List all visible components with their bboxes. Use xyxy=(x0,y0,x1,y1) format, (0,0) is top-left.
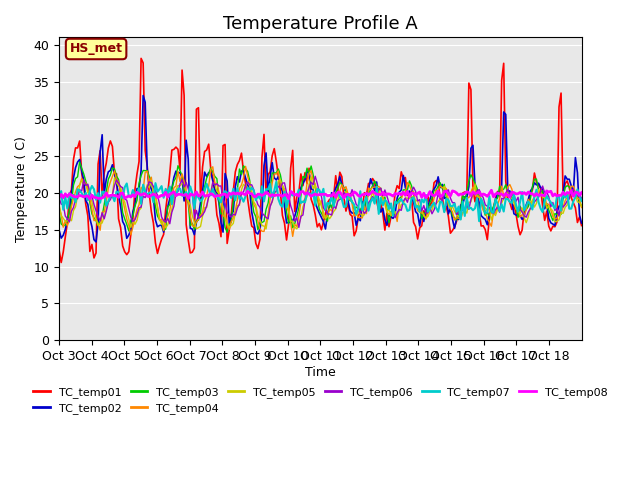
Line: TC_temp05: TC_temp05 xyxy=(59,177,582,229)
TC_temp06 xyxy=(219,196,227,202)
TC_temp04 xyxy=(219,213,227,218)
TC_temp06 xyxy=(317,193,325,199)
TC_temp02 xyxy=(578,220,586,226)
TC_temp02 xyxy=(140,93,147,98)
TC_temp03 xyxy=(287,213,294,219)
TC_temp04 xyxy=(317,197,325,203)
Y-axis label: Temperature ( C): Temperature ( C) xyxy=(15,136,28,242)
TC_temp08 xyxy=(578,190,586,195)
TC_temp06 xyxy=(248,182,255,188)
TC_temp05 xyxy=(483,208,491,214)
TC_temp03 xyxy=(76,159,83,165)
TC_temp02 xyxy=(287,219,294,225)
TC_temp05 xyxy=(578,204,586,209)
TC_temp05 xyxy=(219,204,227,209)
TC_temp04 xyxy=(578,204,586,210)
TC_temp06 xyxy=(295,225,303,230)
TC_temp05 xyxy=(262,226,270,232)
TC_temp01 xyxy=(58,260,65,265)
TC_temp02 xyxy=(483,222,491,228)
TC_temp08 xyxy=(481,192,489,198)
TC_temp07 xyxy=(248,185,255,191)
TC_temp07 xyxy=(476,218,483,224)
Title: Temperature Profile A: Temperature Profile A xyxy=(223,15,418,33)
TC_temp07 xyxy=(285,195,292,201)
TC_temp07 xyxy=(254,193,262,199)
Line: TC_temp07: TC_temp07 xyxy=(59,182,582,221)
Line: TC_temp08: TC_temp08 xyxy=(59,190,582,199)
TC_temp03 xyxy=(55,211,63,216)
TC_temp02 xyxy=(258,212,266,218)
TC_temp01 xyxy=(483,237,491,242)
Line: TC_temp01: TC_temp01 xyxy=(59,59,582,263)
TC_temp03 xyxy=(317,210,325,216)
TC_temp04 xyxy=(55,204,63,210)
TC_temp03 xyxy=(578,204,586,209)
TC_temp02 xyxy=(317,215,325,220)
TC_temp07 xyxy=(316,187,323,193)
TC_temp08 xyxy=(55,195,63,201)
Line: TC_temp04: TC_temp04 xyxy=(59,167,582,236)
TC_temp02 xyxy=(252,229,260,235)
TC_temp02 xyxy=(92,239,100,245)
TC_temp04 xyxy=(285,209,292,215)
TC_temp07 xyxy=(219,192,227,197)
TC_temp06 xyxy=(254,202,262,207)
TC_temp01 xyxy=(137,56,145,61)
TC_temp05 xyxy=(317,203,325,209)
TC_temp06 xyxy=(312,173,319,179)
TC_temp07 xyxy=(55,196,63,202)
TC_temp08 xyxy=(86,196,93,202)
Line: TC_temp03: TC_temp03 xyxy=(59,162,582,232)
TC_temp04 xyxy=(256,226,264,232)
TC_temp05 xyxy=(307,174,315,180)
TC_temp03 xyxy=(221,225,229,230)
TC_temp07 xyxy=(578,198,586,204)
TC_temp01 xyxy=(287,165,294,171)
TC_temp04 xyxy=(483,216,491,222)
TC_temp01 xyxy=(223,240,231,246)
Text: HS_met: HS_met xyxy=(70,43,123,56)
TC_temp03 xyxy=(483,210,491,216)
TC_temp05 xyxy=(248,192,255,198)
Legend: TC_temp01, TC_temp02, TC_temp03, TC_temp04, TC_temp05, TC_temp06, TC_temp07, TC_: TC_temp01, TC_temp02, TC_temp03, TC_temp… xyxy=(29,383,612,419)
TC_temp01 xyxy=(252,240,260,246)
Line: TC_temp02: TC_temp02 xyxy=(59,96,582,242)
TC_temp07 xyxy=(483,210,491,216)
X-axis label: Time: Time xyxy=(305,366,336,379)
TC_temp07 xyxy=(273,179,280,185)
TC_temp08 xyxy=(285,196,292,202)
TC_temp08 xyxy=(250,193,258,199)
TC_temp04 xyxy=(250,202,258,207)
TC_temp03 xyxy=(258,219,266,225)
TC_temp03 xyxy=(252,214,260,219)
TC_temp05 xyxy=(55,203,63,208)
TC_temp08 xyxy=(256,192,264,197)
TC_temp05 xyxy=(285,204,292,209)
TC_temp08 xyxy=(221,192,229,197)
TC_temp02 xyxy=(55,227,63,233)
TC_temp06 xyxy=(55,195,63,201)
TC_temp01 xyxy=(317,227,325,233)
TC_temp02 xyxy=(223,178,231,184)
TC_temp06 xyxy=(578,195,586,201)
TC_temp03 xyxy=(223,229,231,235)
TC_temp01 xyxy=(578,223,586,228)
TC_temp01 xyxy=(55,248,63,253)
TC_temp04 xyxy=(289,233,296,239)
TC_temp06 xyxy=(483,204,491,209)
Line: TC_temp06: TC_temp06 xyxy=(59,176,582,228)
TC_temp01 xyxy=(258,155,266,160)
TC_temp04 xyxy=(242,164,250,169)
TC_temp06 xyxy=(283,190,291,195)
TC_temp08 xyxy=(316,192,323,197)
TC_temp05 xyxy=(254,213,262,218)
TC_temp08 xyxy=(488,187,495,193)
